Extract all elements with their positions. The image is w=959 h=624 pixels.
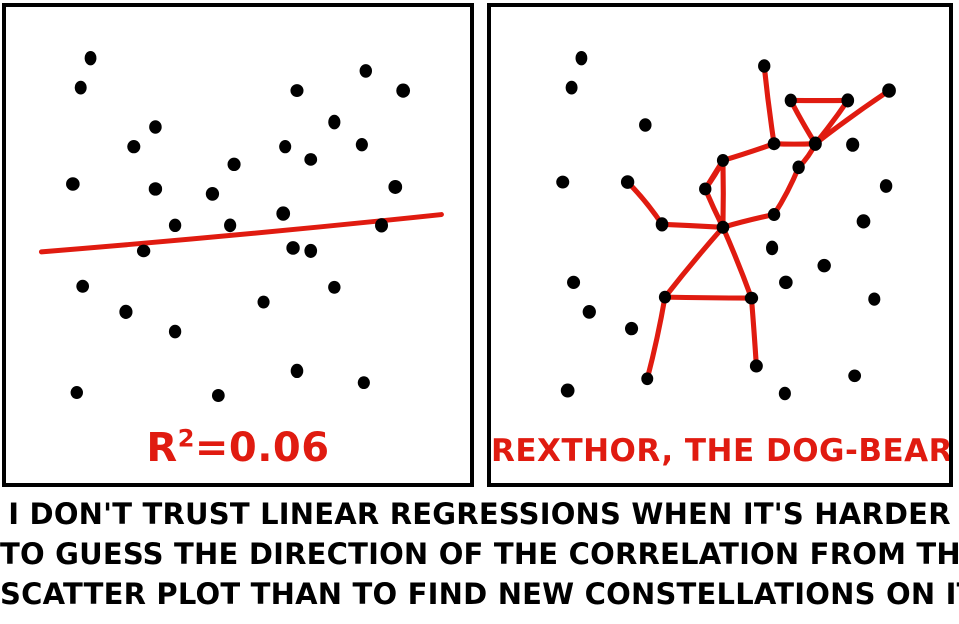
comic-caption: I DON'T TRUST LINEAR REGRESSIONS WHEN IT… [0,494,959,624]
data-point [699,182,712,196]
constellation-edge [659,221,726,230]
regression-line [38,212,444,255]
data-point [565,80,578,95]
data-point [70,386,83,399]
r-squared-base: R [146,425,178,471]
data-point [620,175,635,189]
data-point [792,160,805,175]
data-point [148,182,163,196]
data-point [359,64,373,78]
data-point [567,275,581,289]
constellation-edge [788,97,818,147]
data-point [224,218,237,233]
data-point [641,372,654,386]
data-point [119,304,133,319]
data-point [779,275,793,290]
data-point [66,177,80,191]
data-point [817,258,831,273]
data-point [74,80,87,95]
data-point [848,369,862,383]
data-point [841,93,855,108]
data-point [257,295,270,309]
data-point [328,114,341,130]
data-point [290,363,304,379]
data-point [149,120,162,134]
data-point [227,157,241,172]
r-squared-superscript: 2 [177,424,195,453]
data-point [84,50,97,66]
constellation-edge [720,224,755,301]
caption-line-1: I DON'T TRUST LINEAR REGRESSIONS WHEN IT… [8,497,951,531]
constellation-name-label: REXTHOR, THE DOG-BEARER [491,433,953,469]
data-point [716,154,729,167]
caption-line-3: SCATTER PLOT THAN TO FIND NEW CONSTELLAT… [0,577,959,611]
r-squared-value: =0.06 [194,425,330,471]
data-point [290,84,304,98]
data-point [575,50,588,66]
constellation-edge [625,179,665,227]
data-point [749,359,763,373]
data-point [286,241,300,255]
constellation-edge [720,211,777,230]
data-point [276,206,291,221]
data-point [355,137,368,152]
r-squared-label: R2=0.06 [6,425,470,471]
constellation-edge [720,141,777,163]
data-point [396,83,411,98]
data-point [868,292,881,306]
data-point [856,214,871,229]
data-point [655,217,669,232]
left-scatter-plot [38,50,444,402]
constellation-edge [644,294,668,382]
comic-panels: R2=0.06 REXTHOR, THE DOG-BEARER [2,3,953,487]
data-point [560,383,575,398]
data-point [168,218,182,233]
data-point [784,93,797,108]
data-point [766,240,779,256]
panel-left-scatter: R2=0.06 [2,3,474,487]
data-point [879,179,893,193]
data-point [639,118,652,132]
data-point [808,136,822,151]
data-point [744,291,759,305]
data-point [279,140,292,154]
data-point [168,324,182,339]
constellation-edge [748,295,759,369]
right-constellation-plot [556,50,896,401]
data-point [76,279,90,293]
data-point [767,208,781,221]
data-point [205,187,220,201]
data-point [556,175,570,189]
caption-line-2: TO GUESS THE DIRECTION OF THE CORRELATIO… [0,537,959,571]
data-point [357,376,370,390]
data-point [388,179,403,194]
data-point [127,140,141,154]
data-point [375,218,389,233]
data-point [211,388,225,402]
data-point [624,321,639,336]
data-point [136,244,151,258]
constellation-edge [771,164,802,218]
constellation-edge [812,88,892,147]
data-point [716,220,730,234]
data-point [767,137,781,151]
data-point [304,243,318,258]
data-point [778,386,791,401]
data-point [328,280,341,294]
constellation-edge [662,224,726,300]
data-point [582,305,596,319]
data-point [882,83,896,98]
data-point [658,290,672,304]
constellation-edge [662,294,755,301]
constellation-edge [761,63,777,147]
data-point [304,153,318,166]
data-point [758,59,771,73]
data-point [846,137,860,152]
panel-right-constellation: REXTHOR, THE DOG-BEARER [487,3,953,487]
